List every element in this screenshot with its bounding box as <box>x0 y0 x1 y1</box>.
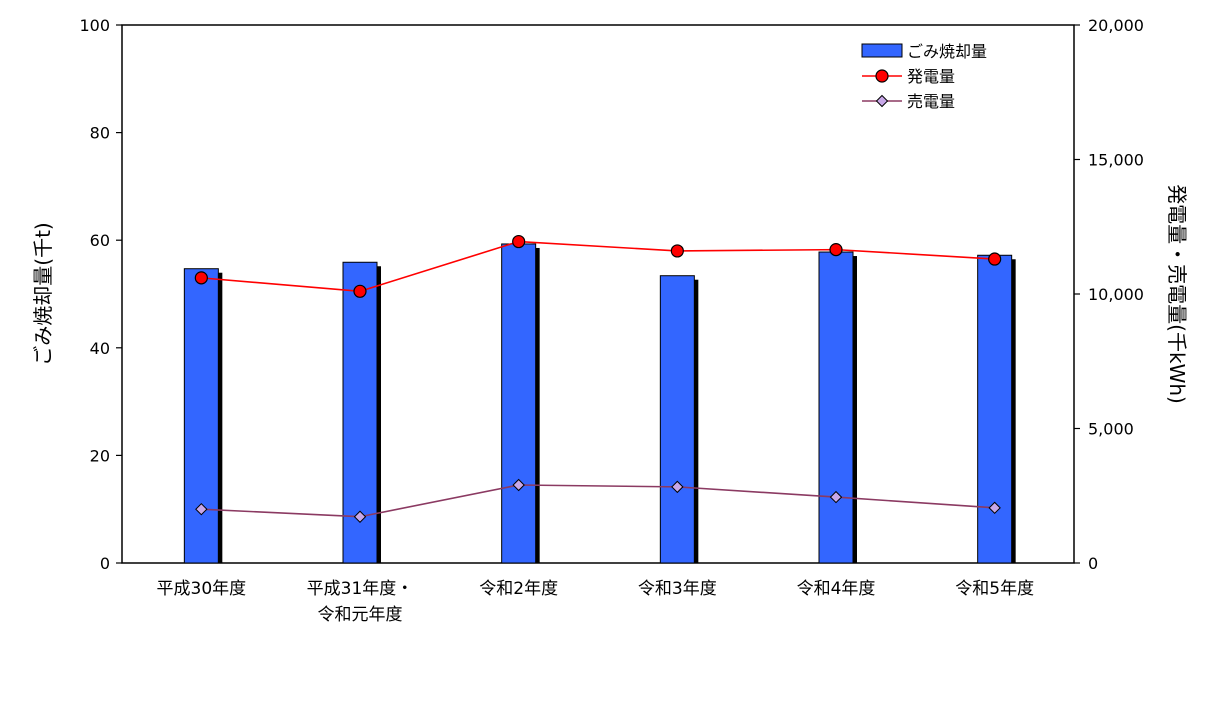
category-labels: 平成30年度 平成31年度・令和元年度 令和2年度 令和3年度 令和4年度 令和5年度 <box>157 579 1035 625</box>
legend-marker <box>875 94 889 108</box>
data-point <box>671 480 684 494</box>
data-point <box>512 234 526 249</box>
data-point <box>829 490 843 504</box>
bar <box>977 254 1013 564</box>
category-label: 平成31年度・ <box>307 579 414 599</box>
line-series <box>194 234 1002 523</box>
category-label: 令和2年度 <box>479 579 558 599</box>
data-point <box>988 501 1001 515</box>
right-tick-label: 5,000 <box>1088 420 1134 439</box>
series-line <box>201 240 995 293</box>
bar <box>818 251 854 564</box>
data-point <box>988 252 1002 266</box>
left-tick-label: 40 <box>90 339 110 358</box>
category-label: 平成30年度 <box>157 579 247 599</box>
plot-area <box>121 24 1075 564</box>
series-line <box>201 484 995 518</box>
left-tick-label: 0 <box>100 554 110 573</box>
left-axis: 0 20 40 60 80 100 <box>79 16 122 573</box>
left-tick-label: 100 <box>79 16 110 35</box>
right-tick-label: 20,000 <box>1088 16 1144 35</box>
legend-label: 発電量 <box>907 67 955 86</box>
bar <box>659 275 695 564</box>
data-point <box>670 244 684 258</box>
category-label: 令和4年度 <box>797 579 876 599</box>
right-tick-label: 15,000 <box>1088 151 1144 170</box>
category-label: 令和3年度 <box>638 579 717 599</box>
bar <box>183 268 219 564</box>
left-tick-label: 80 <box>90 124 110 143</box>
data-point <box>829 243 843 257</box>
data-point <box>194 271 208 285</box>
legend-marker <box>875 69 889 83</box>
right-tick-label: 10,000 <box>1088 285 1144 304</box>
data-point <box>195 502 208 516</box>
legend-swatch <box>861 43 903 58</box>
right-axis: 0 5,000 10,000 15,000 20,000 <box>1074 16 1144 573</box>
legend-label: ごみ焼却量 <box>907 42 987 61</box>
y-axis-right-title: 発電量・売電量(千kWh) <box>1165 184 1189 404</box>
bar <box>501 243 537 564</box>
y-axis-left-title: ごみ焼却量(千t) <box>31 222 55 365</box>
category-label: 令和5年度 <box>955 579 1034 599</box>
data-point <box>353 284 367 298</box>
left-tick-label: 60 <box>90 231 110 250</box>
right-tick-label: 0 <box>1088 554 1098 573</box>
legend-label: 売電量 <box>907 92 955 111</box>
bar-series <box>183 243 1016 564</box>
category-label: 令和元年度 <box>318 605 403 625</box>
data-point <box>512 478 525 492</box>
data-point <box>353 510 367 523</box>
left-tick-label: 20 <box>90 446 110 465</box>
